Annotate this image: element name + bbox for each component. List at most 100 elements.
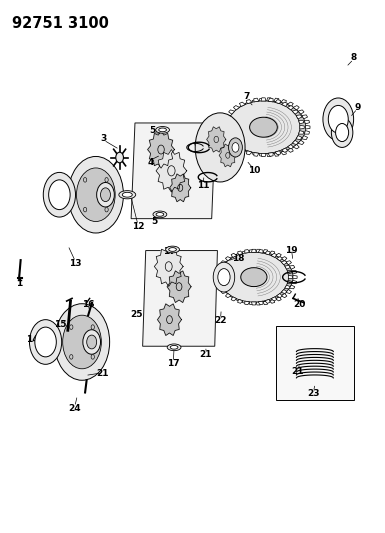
Polygon shape (225, 115, 231, 119)
Polygon shape (252, 100, 258, 104)
Text: 92751 3100: 92751 3100 (12, 15, 109, 30)
Polygon shape (298, 140, 304, 144)
Ellipse shape (219, 252, 288, 302)
Text: 18: 18 (232, 254, 245, 263)
Polygon shape (261, 154, 266, 157)
Ellipse shape (241, 268, 267, 287)
Ellipse shape (156, 126, 169, 133)
Polygon shape (156, 150, 187, 192)
Ellipse shape (156, 213, 164, 216)
Polygon shape (274, 152, 279, 156)
Ellipse shape (249, 117, 277, 137)
Polygon shape (275, 151, 281, 155)
Polygon shape (230, 256, 236, 261)
Polygon shape (223, 120, 228, 124)
Polygon shape (254, 98, 259, 102)
Circle shape (105, 207, 108, 212)
Circle shape (70, 325, 73, 329)
Text: 25: 25 (130, 310, 142, 319)
Polygon shape (236, 253, 241, 257)
Text: 21: 21 (200, 350, 212, 359)
Text: 14: 14 (26, 335, 38, 344)
Polygon shape (238, 300, 243, 303)
Polygon shape (302, 115, 308, 119)
Circle shape (195, 113, 245, 182)
Polygon shape (281, 102, 288, 107)
Polygon shape (276, 297, 281, 301)
Text: 17: 17 (163, 247, 176, 256)
Polygon shape (281, 100, 286, 104)
Circle shape (116, 152, 124, 163)
Text: 1: 1 (16, 279, 22, 288)
Text: 5: 5 (151, 217, 157, 226)
Polygon shape (157, 304, 181, 335)
Polygon shape (281, 151, 286, 155)
Polygon shape (245, 102, 251, 107)
Polygon shape (305, 120, 310, 124)
Circle shape (328, 106, 348, 133)
Polygon shape (265, 251, 270, 255)
Polygon shape (231, 297, 237, 301)
Polygon shape (231, 253, 237, 257)
Polygon shape (220, 271, 225, 274)
Polygon shape (298, 110, 304, 114)
Polygon shape (234, 140, 240, 144)
Polygon shape (287, 102, 293, 107)
Polygon shape (142, 251, 218, 346)
Polygon shape (251, 249, 256, 252)
Text: 19: 19 (285, 246, 298, 255)
Polygon shape (254, 152, 259, 156)
Polygon shape (296, 115, 302, 119)
Polygon shape (233, 106, 239, 110)
Polygon shape (230, 294, 236, 297)
Polygon shape (229, 120, 234, 124)
Polygon shape (285, 265, 290, 269)
Polygon shape (292, 110, 298, 114)
Polygon shape (259, 152, 264, 156)
Text: 12: 12 (132, 222, 144, 231)
Polygon shape (236, 297, 241, 301)
Circle shape (84, 177, 87, 182)
Polygon shape (287, 148, 293, 152)
Polygon shape (296, 135, 302, 140)
Text: 11: 11 (197, 181, 209, 190)
Circle shape (323, 98, 353, 141)
Ellipse shape (170, 345, 178, 349)
Polygon shape (228, 125, 233, 129)
Circle shape (336, 124, 349, 142)
Polygon shape (305, 131, 310, 134)
Polygon shape (218, 285, 223, 289)
Polygon shape (218, 265, 223, 269)
Polygon shape (261, 98, 266, 101)
Polygon shape (215, 276, 219, 279)
Polygon shape (263, 301, 268, 305)
Polygon shape (226, 289, 231, 294)
Polygon shape (231, 115, 237, 119)
Polygon shape (285, 285, 290, 289)
Text: 2: 2 (86, 206, 92, 215)
Ellipse shape (166, 246, 179, 253)
Circle shape (70, 354, 73, 359)
Polygon shape (229, 110, 234, 114)
Polygon shape (239, 144, 245, 149)
Text: 20: 20 (293, 300, 305, 309)
Polygon shape (281, 148, 288, 152)
Polygon shape (231, 135, 237, 140)
Polygon shape (265, 300, 270, 303)
Polygon shape (267, 154, 272, 157)
Ellipse shape (167, 344, 181, 351)
Circle shape (229, 138, 243, 157)
Polygon shape (286, 289, 291, 294)
Ellipse shape (224, 252, 293, 302)
Polygon shape (288, 106, 293, 110)
Text: 8: 8 (350, 53, 357, 62)
Text: 17: 17 (167, 359, 180, 368)
Polygon shape (251, 302, 256, 305)
Polygon shape (293, 144, 299, 149)
Polygon shape (131, 123, 216, 219)
Polygon shape (167, 271, 191, 303)
Polygon shape (281, 294, 287, 297)
Polygon shape (226, 261, 231, 265)
Ellipse shape (122, 192, 132, 197)
Circle shape (77, 168, 115, 222)
